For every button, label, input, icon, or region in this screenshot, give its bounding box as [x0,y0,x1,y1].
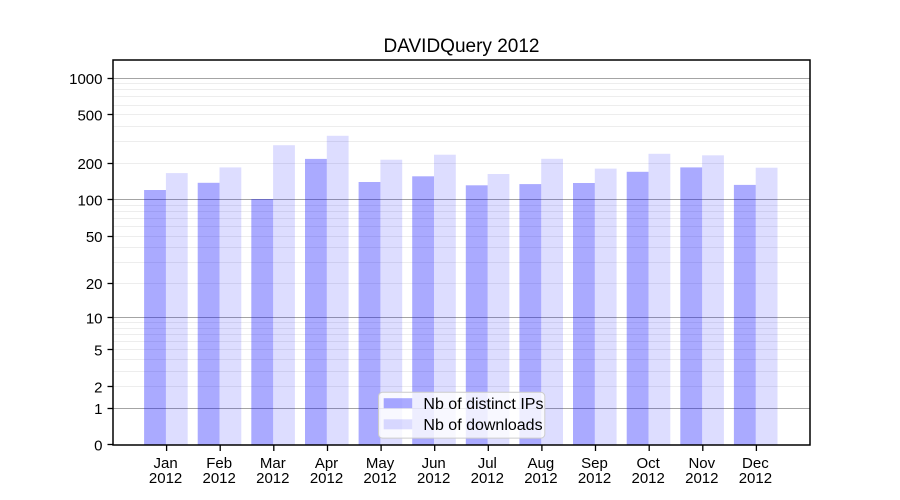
svg-text:Aug: Aug [528,455,555,472]
svg-text:Jun: Jun [422,455,446,472]
svg-text:2012: 2012 [524,470,557,487]
svg-text:20: 20 [86,276,103,293]
svg-text:2012: 2012 [739,470,772,487]
svg-text:2012: 2012 [203,470,236,487]
svg-text:2012: 2012 [149,470,182,487]
svg-text:Mar: Mar [260,455,286,472]
svg-text:2012: 2012 [363,470,396,487]
svg-text:100: 100 [77,193,102,210]
svg-text:1: 1 [94,401,102,418]
svg-text:0: 0 [94,438,102,455]
svg-text:May: May [366,455,395,472]
svg-text:Feb: Feb [206,455,232,472]
svg-text:2012: 2012 [310,470,343,487]
svg-text:Apr: Apr [315,455,338,472]
svg-text:5: 5 [94,343,102,360]
svg-text:Nov: Nov [688,455,715,472]
svg-text:Nb of downloads: Nb of downloads [423,417,542,434]
svg-text:Sep: Sep [581,455,608,472]
svg-text:500: 500 [77,108,102,125]
svg-text:10: 10 [86,311,103,328]
svg-text:2012: 2012 [256,470,289,487]
svg-text:50: 50 [86,229,103,246]
svg-text:2012: 2012 [632,470,665,487]
svg-text:Oct: Oct [637,455,661,472]
svg-text:2012: 2012 [685,470,718,487]
svg-text:Nb of distinct IPs: Nb of distinct IPs [423,396,543,413]
svg-text:Jul: Jul [478,455,497,472]
svg-text:DAVIDQuery 2012: DAVIDQuery 2012 [384,36,540,57]
svg-text:200: 200 [77,156,102,173]
svg-text:2012: 2012 [417,470,450,487]
svg-text:Jan: Jan [154,455,178,472]
svg-text:1000: 1000 [69,71,102,88]
svg-text:Dec: Dec [742,455,769,472]
svg-text:2012: 2012 [578,470,611,487]
svg-text:2012: 2012 [471,470,504,487]
svg-text:2: 2 [94,380,102,397]
